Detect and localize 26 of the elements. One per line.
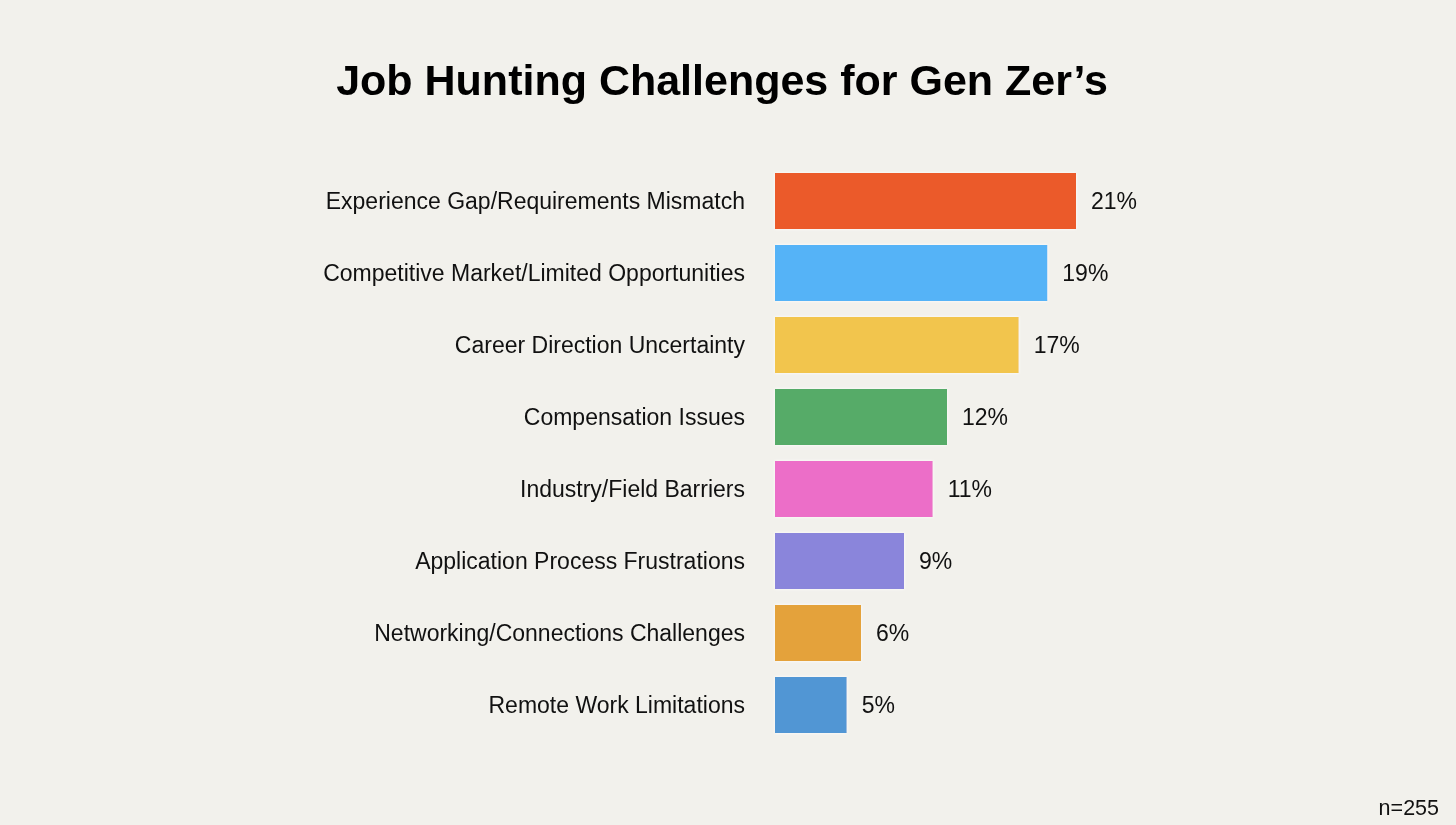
- text: n=255: [1378, 796, 1440, 820]
- y-tick-label: Experience Gap/Requirements Mismatch: [325, 188, 745, 214]
- y-tick-label: Application Process Frustrations: [415, 548, 745, 574]
- y-tick-label: Remote Work Limitations: [488, 692, 745, 718]
- data-label: 12%: [962, 404, 1009, 430]
- bar: [775, 677, 847, 733]
- y-tick-label: Industry/Field Barriers: [520, 476, 745, 502]
- chart-title: Job Hunting Challenges for Gen Zer’s: [336, 55, 1108, 104]
- y-tick-label: Compensation Issues: [523, 404, 745, 430]
- bar: [775, 533, 904, 589]
- bar: [775, 245, 1048, 301]
- y-tick-label: Career Direction Uncertainty: [454, 332, 746, 358]
- bar: [775, 389, 947, 445]
- bar: [775, 317, 1019, 373]
- data-label: 17%: [1033, 332, 1080, 358]
- y-tick-label: Networking/Connections Challenges: [374, 620, 745, 646]
- data-label: 11%: [947, 476, 992, 502]
- bar: [775, 605, 861, 661]
- data-label: 19%: [1062, 260, 1109, 286]
- bar: [775, 173, 1076, 229]
- data-label: 9%: [919, 548, 953, 574]
- data-label: 21%: [1091, 188, 1138, 214]
- bar: [775, 461, 933, 517]
- data-label: 5%: [861, 692, 895, 718]
- data-label: 6%: [876, 620, 910, 646]
- y-tick-label: Competitive Market/Limited Opportunities: [323, 260, 745, 286]
